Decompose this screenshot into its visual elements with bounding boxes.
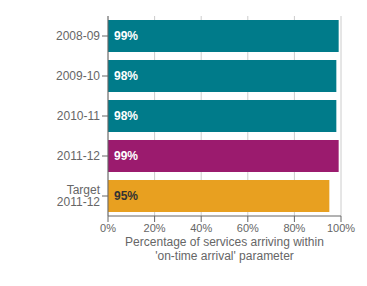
svg-text:Percentage of services arrivin: Percentage of services arriving within'o…: [125, 235, 324, 263]
svg-text:99%: 99%: [114, 149, 138, 163]
svg-text:98%: 98%: [114, 69, 138, 83]
svg-text:95%: 95%: [114, 189, 138, 203]
svg-text:2011-12: 2011-12: [57, 149, 100, 163]
svg-text:80%: 80%: [283, 222, 305, 234]
svg-text:Target2011-12: Target2011-12: [57, 183, 101, 209]
svg-text:99%: 99%: [114, 29, 138, 43]
svg-text:40%: 40%: [190, 222, 212, 234]
svg-text:98%: 98%: [114, 109, 138, 123]
svg-text:2008-09: 2008-09: [56, 29, 100, 43]
svg-text:20%: 20%: [144, 222, 166, 234]
svg-text:2010-11: 2010-11: [57, 109, 100, 123]
svg-text:100%: 100%: [327, 222, 355, 234]
svg-text:2009-10: 2009-10: [56, 69, 100, 83]
svg-text:60%: 60%: [237, 222, 259, 234]
svg-text:0%: 0%: [100, 222, 116, 234]
